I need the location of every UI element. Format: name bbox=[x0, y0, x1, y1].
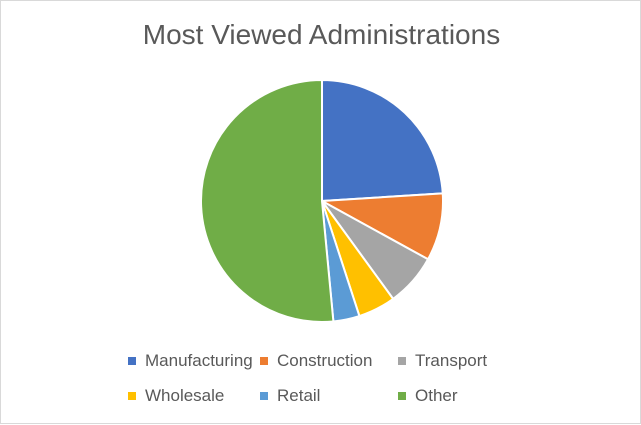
chart-title: Most Viewed Administrations bbox=[142, 19, 501, 50]
legend-item-other: Other bbox=[398, 386, 458, 406]
legend-swatch bbox=[260, 357, 268, 365]
legend-item-transport: Transport bbox=[398, 351, 487, 371]
legend-label: Manufacturing bbox=[145, 351, 253, 370]
legend-item-construction: Construction bbox=[260, 351, 372, 371]
legend-swatch bbox=[398, 357, 406, 365]
legend-label: Retail bbox=[277, 386, 321, 405]
legend-label: Wholesale bbox=[145, 386, 225, 405]
legend-label: Other bbox=[415, 386, 458, 405]
legend-swatch bbox=[128, 392, 136, 400]
legend-item-manufacturing: Manufacturing bbox=[128, 351, 253, 371]
legend-item-retail: Retail bbox=[260, 386, 320, 406]
pie-slice-other bbox=[200, 79, 335, 323]
legend-swatch bbox=[398, 392, 406, 400]
pie-slice-manufacturing bbox=[321, 79, 444, 202]
legend-label: Transport bbox=[415, 351, 488, 370]
legend-swatch bbox=[128, 357, 136, 365]
legend-item-wholesale: Wholesale bbox=[128, 386, 224, 406]
legend-swatch bbox=[260, 392, 268, 400]
legend-label: Construction bbox=[277, 351, 373, 370]
